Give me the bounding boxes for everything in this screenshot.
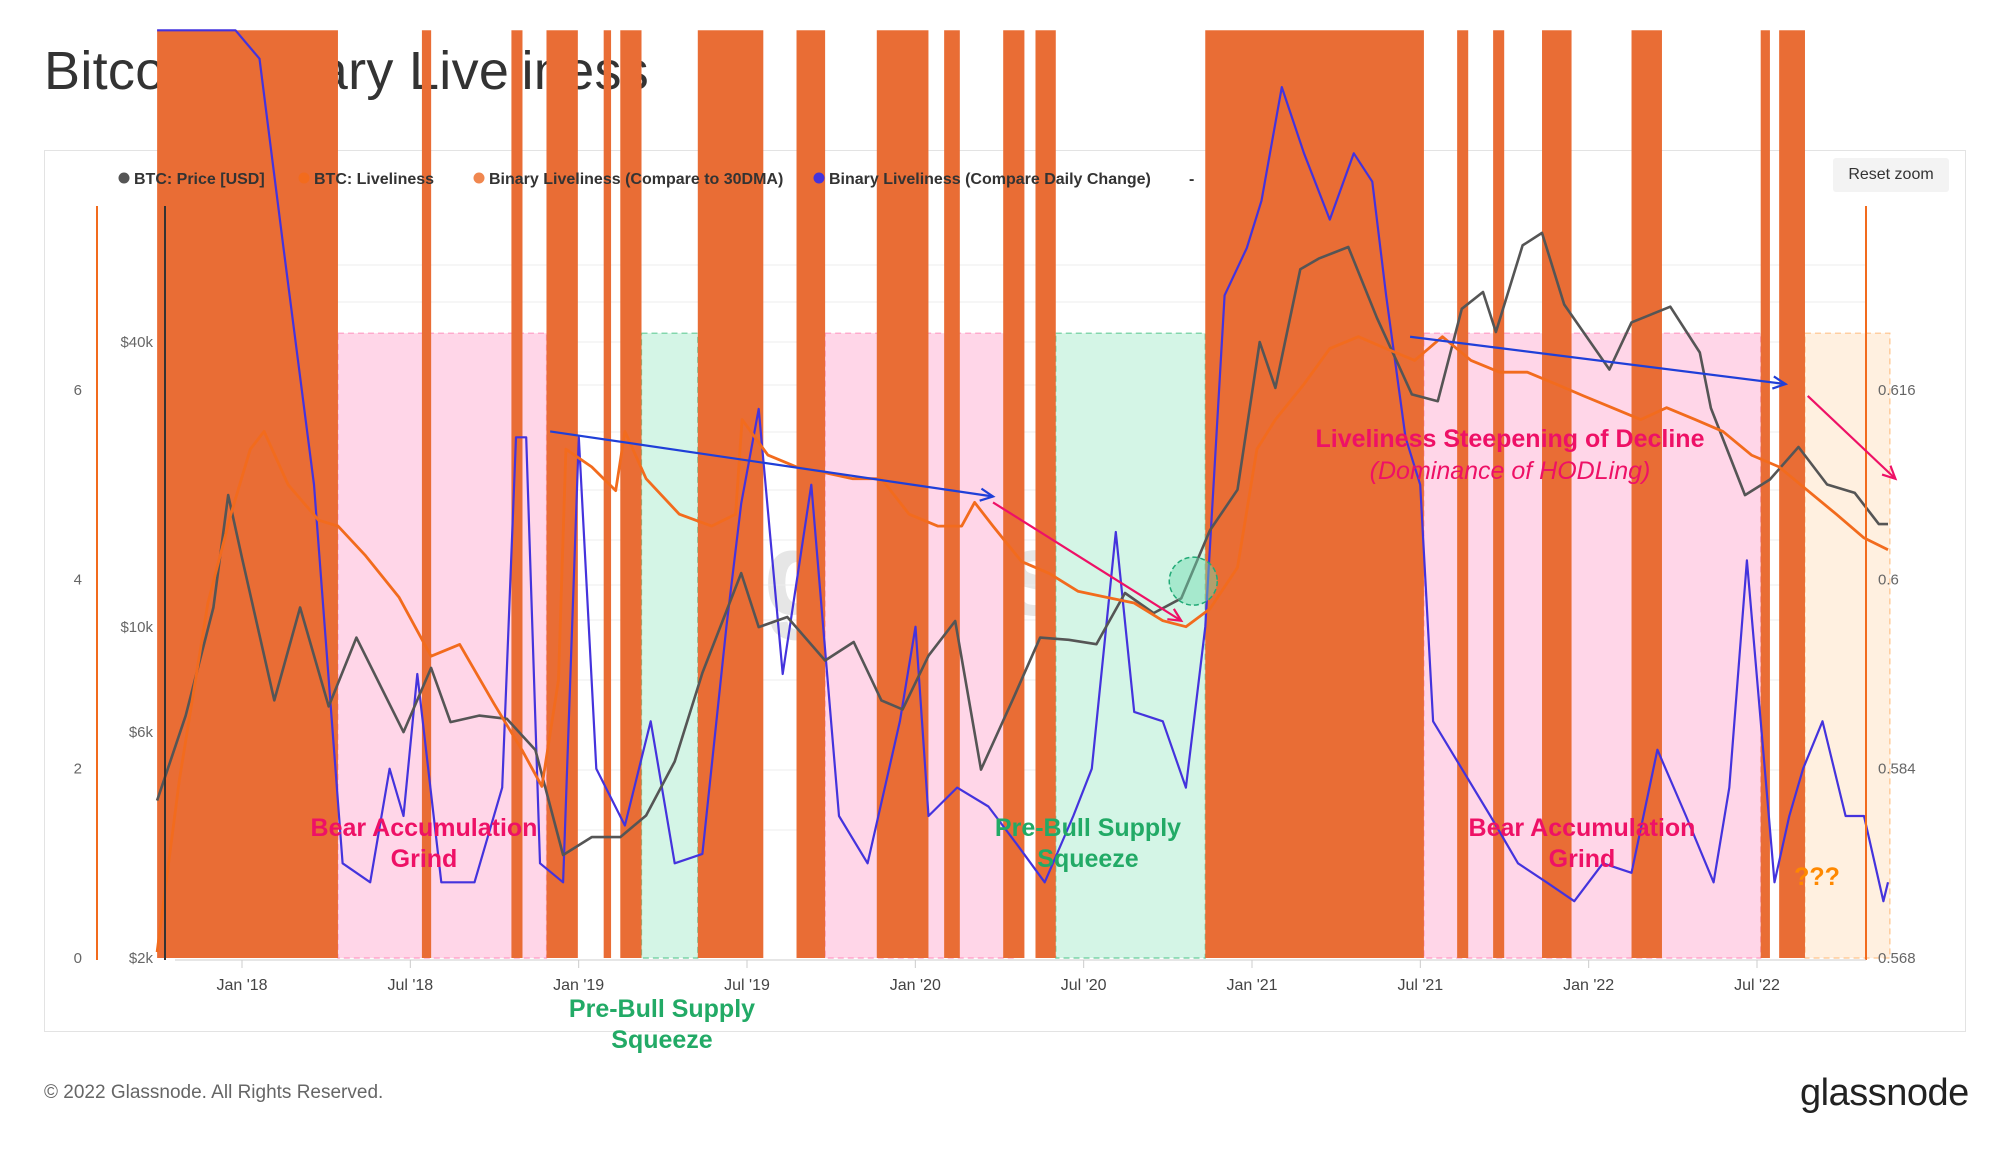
binary-30dma-bar bbox=[1779, 30, 1805, 959]
trend-arrow-head bbox=[1771, 375, 1789, 390]
price-tick-label: $6k bbox=[129, 724, 154, 741]
trend-arrow-line bbox=[992, 501, 1182, 622]
binary-30dma-bar bbox=[1457, 30, 1469, 959]
x-tick-label: Jan '20 bbox=[890, 977, 941, 994]
annotation-prebull-2a: Pre-Bull Supply bbox=[995, 814, 1181, 842]
binary-30dma-bar bbox=[1493, 30, 1505, 959]
binary-30dma-bar bbox=[1760, 30, 1770, 959]
legend-marker bbox=[298, 172, 310, 184]
liveliness-line bbox=[155, 335, 1889, 953]
x-tick-label: Jan '21 bbox=[1226, 977, 1277, 994]
region-bear bbox=[1423, 332, 1762, 959]
trend-arrow-line bbox=[550, 430, 994, 498]
binary-tick-label: 2 bbox=[74, 761, 82, 778]
liveliness-tick-label: 0.616 bbox=[1878, 382, 1916, 399]
annotation-steepening-sub: (Dominance of HODLing) bbox=[1370, 457, 1651, 485]
x-tick-label: Jul '21 bbox=[1397, 977, 1443, 994]
binary-30dma-bar bbox=[1542, 30, 1572, 959]
binary-tick-label: 6 bbox=[74, 382, 82, 399]
price-tick-label: $10k bbox=[120, 619, 153, 636]
binary-daily-line bbox=[157, 29, 1890, 903]
binary-tick-label: 0 bbox=[74, 950, 82, 967]
annotation-bear-1b: Grind bbox=[391, 845, 458, 873]
legend-label: - bbox=[1189, 171, 1194, 188]
legend-label: Binary Liveliness (Compare Daily Change) bbox=[829, 171, 1151, 188]
region-unknown bbox=[1804, 332, 1891, 959]
binary-30dma-bar bbox=[421, 30, 432, 959]
reset-zoom-button[interactable]: Reset zoom bbox=[1833, 158, 1949, 192]
annotation-question: ??? bbox=[1794, 863, 1840, 891]
liveliness-tick-label: 0.584 bbox=[1878, 761, 1916, 778]
binary-tick-label: 4 bbox=[74, 571, 82, 588]
legend-label: Binary Liveliness (Compare to 30DMA) bbox=[489, 171, 783, 188]
x-tick-label: Jul '19 bbox=[724, 977, 770, 994]
liveliness-tick-label: 0.6 bbox=[1878, 571, 1899, 588]
binary-30dma-bar bbox=[697, 30, 764, 959]
x-tick-label: Jul '18 bbox=[387, 977, 433, 994]
annotation-prebull-2b: Squeeze bbox=[1037, 845, 1139, 873]
x-tick-label: Jul '22 bbox=[1734, 977, 1780, 994]
binary-30dma-bar bbox=[620, 30, 642, 959]
legend-label: BTC: Liveliness bbox=[314, 171, 434, 188]
binary-30dma-bar bbox=[876, 30, 929, 959]
x-tick-label: Jul '20 bbox=[1061, 977, 1107, 994]
binary-30dma-bar bbox=[944, 30, 960, 959]
binary-30dma-bar bbox=[157, 30, 338, 959]
price-tick-label: $2k bbox=[129, 950, 154, 967]
annotation-prebull-1b: Squeeze bbox=[611, 1026, 713, 1054]
trend-arrow-head bbox=[1881, 465, 1898, 481]
legend-marker bbox=[118, 172, 130, 184]
annotation-steepening-title: Liveliness Steepening of Decline bbox=[1315, 425, 1704, 453]
region-prebull bbox=[640, 332, 699, 959]
x-tick-label: Jan '22 bbox=[1563, 977, 1614, 994]
binary-30dma-bar bbox=[546, 30, 578, 959]
trend-arrow-head bbox=[1167, 608, 1184, 623]
region-prebull bbox=[1055, 332, 1206, 959]
legend-marker bbox=[473, 172, 485, 184]
binary-30dma-bar bbox=[511, 30, 523, 959]
x-tick-label: Jan '19 bbox=[553, 977, 604, 994]
legend-marker bbox=[813, 172, 825, 184]
footer-copyright: © 2022 Glassnode. All Rights Reserved. bbox=[44, 1082, 384, 1103]
price-tick-label: $40k bbox=[120, 334, 153, 351]
highlight-circle bbox=[1168, 556, 1219, 606]
trend-arrow-line bbox=[1806, 395, 1897, 480]
binary-30dma-bar bbox=[1205, 30, 1424, 959]
annotation-bear-2b: Grind bbox=[1549, 845, 1616, 873]
annotation-bear-2a: Bear Accumulation bbox=[1469, 814, 1696, 842]
trend-arrow-head bbox=[979, 487, 996, 502]
legend-label: BTC: Price [USD] bbox=[134, 171, 265, 188]
binary-30dma-bar bbox=[603, 30, 612, 959]
x-tick-label: Jan '18 bbox=[216, 977, 267, 994]
annotation-bear-1a: Bear Accumulation bbox=[311, 814, 538, 842]
binary-30dma-bar bbox=[1035, 30, 1056, 959]
trend-arrow-line bbox=[1409, 335, 1786, 386]
liveliness-tick-label: 0.568 bbox=[1878, 950, 1916, 967]
binary-30dma-bar bbox=[1003, 30, 1025, 959]
brand-logo: glassnode bbox=[1800, 1072, 1969, 1114]
annotation-prebull-1a: Pre-Bull Supply bbox=[569, 995, 755, 1023]
